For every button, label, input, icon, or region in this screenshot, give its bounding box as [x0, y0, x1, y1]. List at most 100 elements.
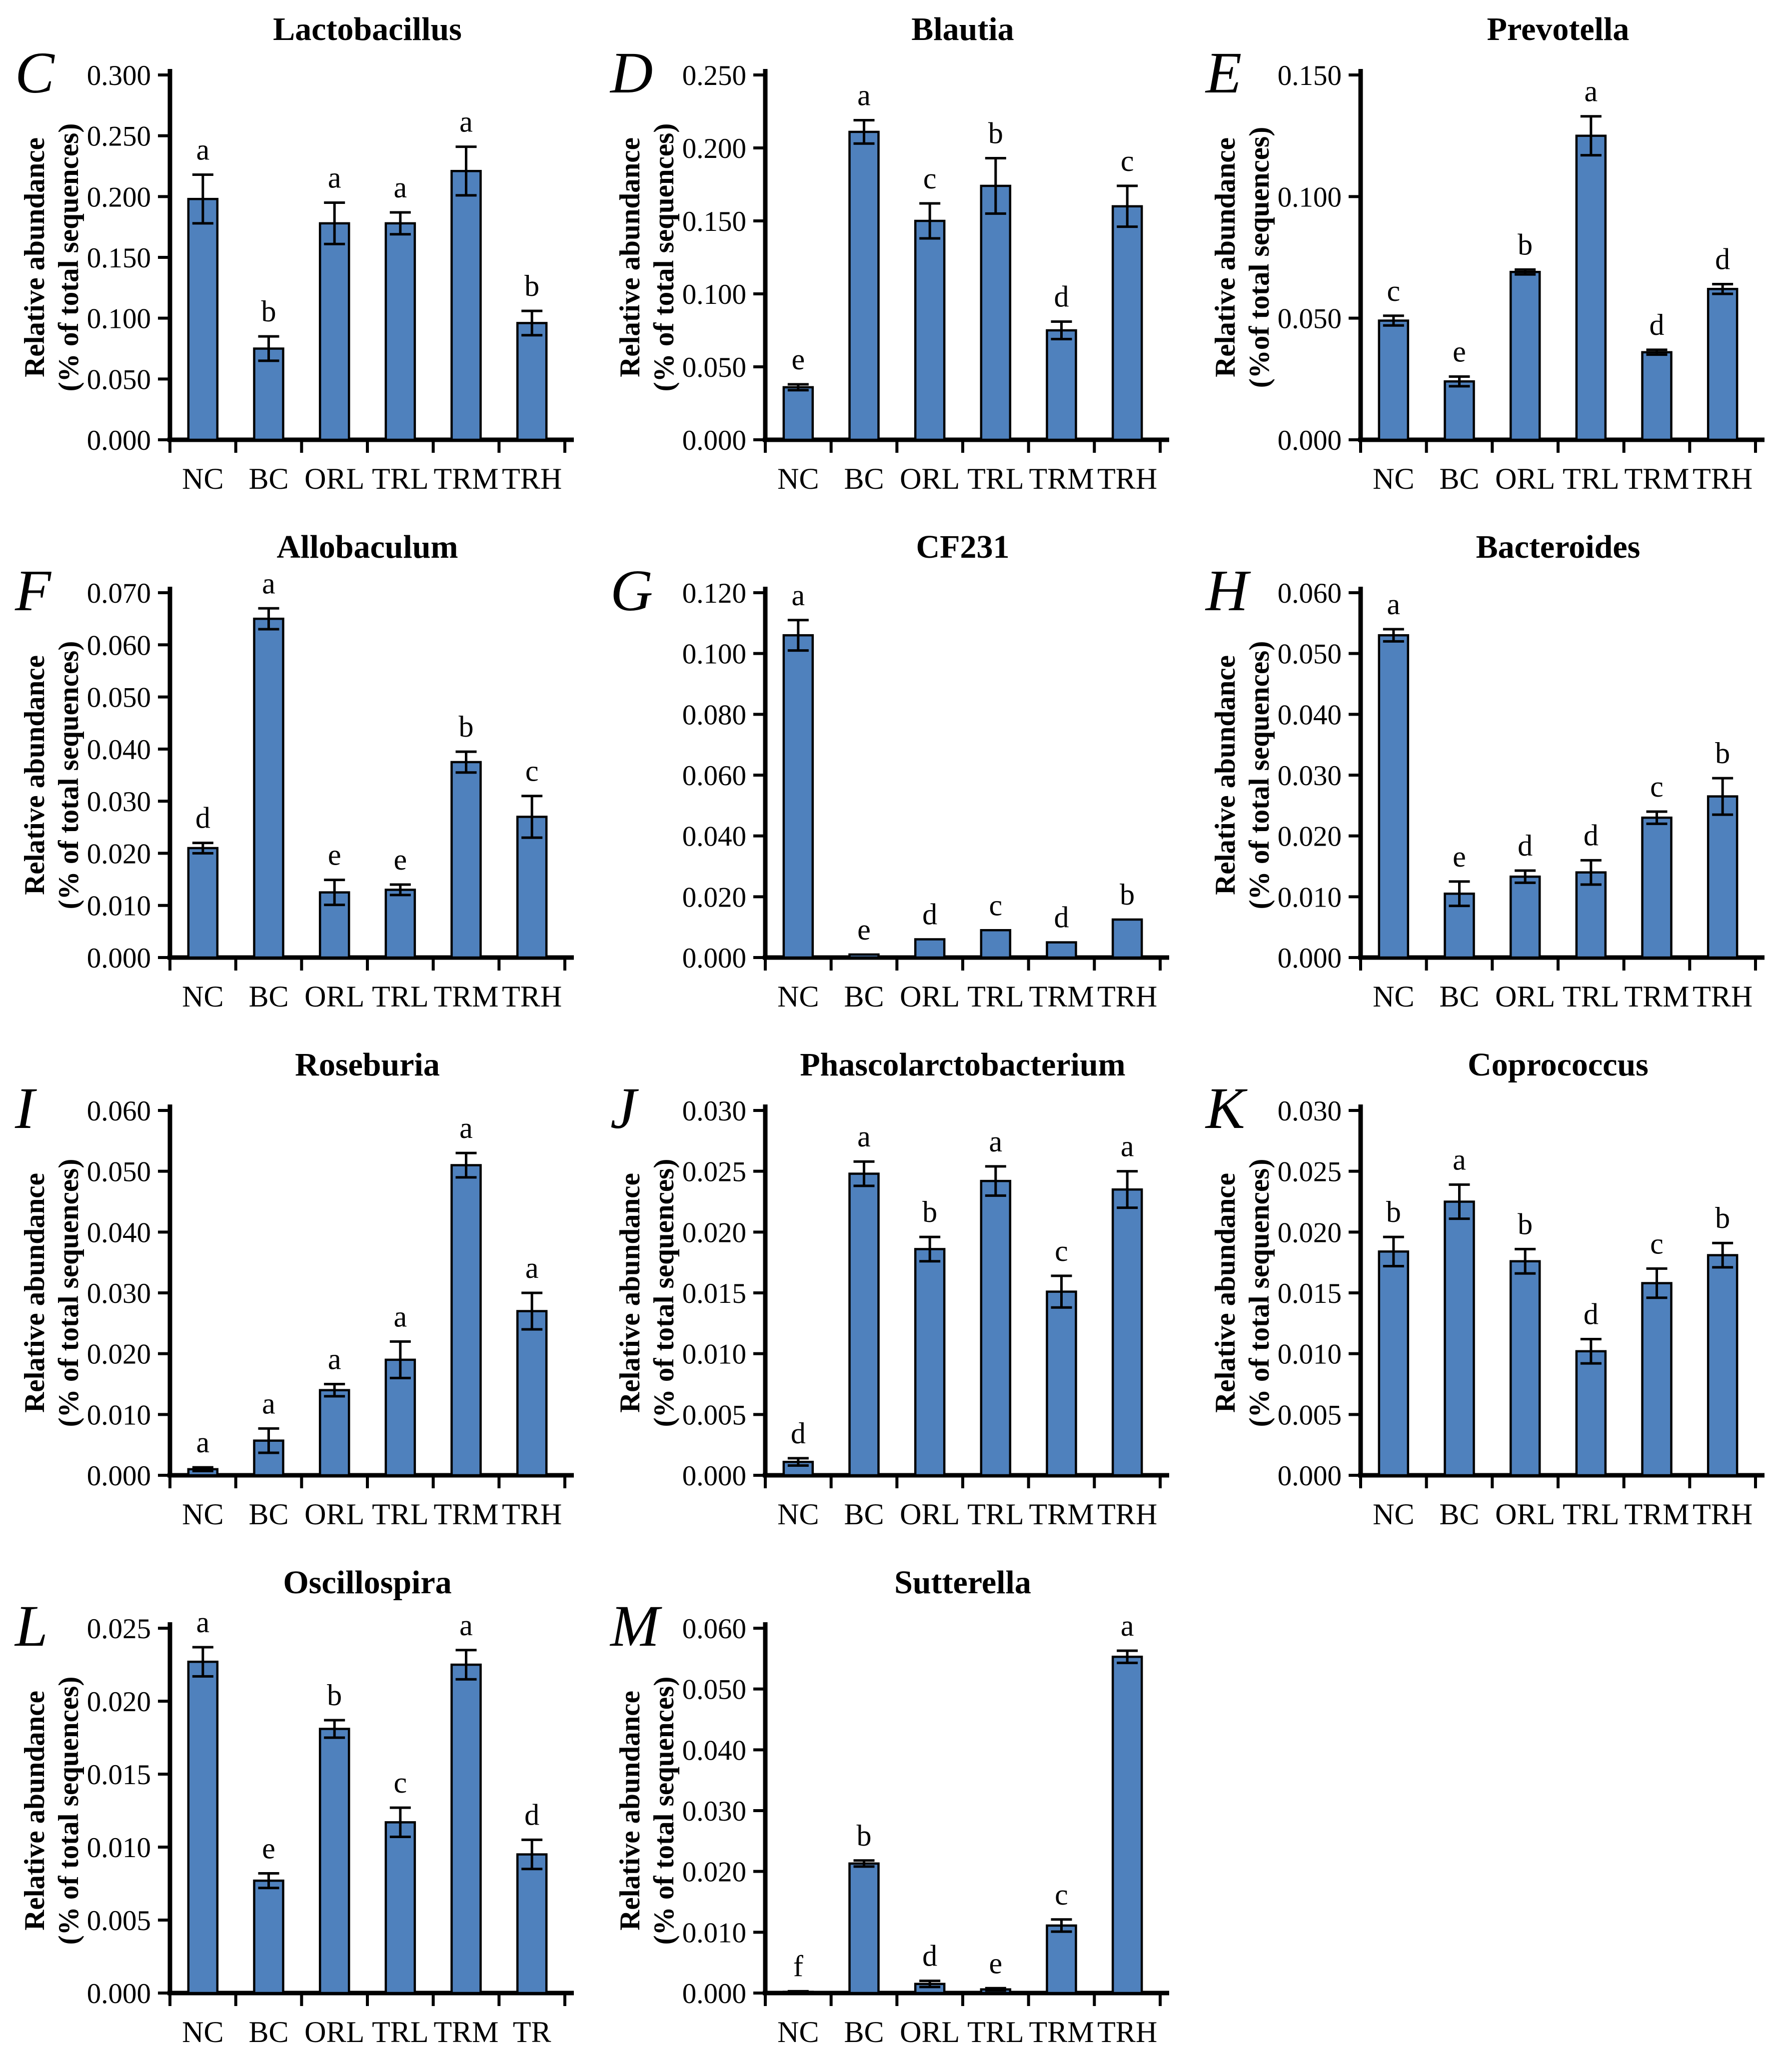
y-axis-label-line1: Relative abundance	[19, 137, 50, 377]
panel-L: L Oscillospira Relative abundance (% of tot…	[0, 1553, 595, 2071]
panel-F: F Allobaculum Relative abundance (% of tota…	[0, 518, 595, 1036]
sig-letter: b	[988, 116, 1003, 149]
y-axis-label-line1: Relative abundance	[19, 655, 50, 895]
bar-NC	[782, 1460, 814, 1477]
y-tick-label: 0.010	[87, 1832, 151, 1864]
bar-ORL	[318, 1728, 350, 1995]
x-category-label: TRH	[1693, 980, 1753, 1013]
bar-TRH	[1111, 1188, 1143, 1477]
y-tick-label: 0.010	[87, 891, 151, 922]
bar-TRM	[450, 761, 482, 959]
sig-letter: d	[195, 802, 210, 835]
sig-letter: a	[262, 567, 275, 600]
y-tick-label: 0.050	[682, 352, 746, 383]
x-category-label: ORL	[304, 1498, 364, 1531]
sig-letter: d	[1054, 280, 1069, 313]
y-tick-label: 0.040	[87, 734, 151, 766]
sig-letter: e	[262, 1832, 275, 1865]
panel-J: J Phascolarctobacterium Relative abundance…	[595, 1036, 1191, 1553]
bar-TRL	[384, 889, 416, 959]
panel-title: Prevotella	[1487, 11, 1630, 47]
x-category-label: TRL	[372, 980, 428, 1013]
x-category-label: NC	[1373, 462, 1414, 495]
y-axis-label-line1: Relative abundance	[19, 1173, 50, 1413]
panel-D: D Blautia Relative abundance (% of total se…	[595, 0, 1191, 518]
y-tick-label: 0.050	[87, 682, 151, 714]
panel-M: M Sutterella Relative abundance (% of total…	[595, 1553, 1191, 2071]
y-tick-label: 0.005	[682, 1399, 746, 1431]
panel-chart-D: D Blautia Relative abundance (% of total se…	[609, 11, 1169, 495]
panel-C: C Lactobacillus Relative abundance (% of to…	[0, 0, 595, 518]
x-category-label: NC	[182, 980, 223, 1013]
sig-letter: b	[1120, 878, 1135, 911]
panel-chart-G: G CF231 0.000 0.020 0.040 0.060 0.080 0.100 0.12…	[610, 529, 1169, 1013]
x-category-label: TRL	[967, 462, 1024, 495]
sig-letter: a	[328, 1343, 341, 1376]
y-tick-label: 0.060	[682, 760, 746, 792]
bar-BC	[253, 1879, 284, 1995]
x-category-label: ORL	[1495, 462, 1555, 495]
sig-letter: d	[524, 1798, 539, 1831]
sig-letter: b	[327, 1679, 342, 1712]
y-tick-label: 0.030	[1278, 760, 1342, 792]
bar-ORL	[318, 222, 350, 441]
y-tick-label: 0.000	[87, 425, 151, 456]
sig-letter: a	[792, 579, 805, 612]
x-category-label: ORL	[304, 2016, 364, 2049]
panel-chart-M: M Sutterella Relative abundance (% of total…	[609, 1564, 1169, 2049]
sig-letter: b	[1715, 737, 1730, 770]
bar-NC	[187, 847, 219, 959]
x-category-label: TRH	[1097, 980, 1157, 1013]
sig-letter: b	[459, 710, 474, 743]
panel-letter: J	[610, 1075, 639, 1141]
y-tick-label: 0.000	[1278, 425, 1342, 456]
bar-TRL	[1575, 871, 1607, 959]
sig-letter: c	[923, 162, 937, 195]
y-tick-label: 0.030	[1278, 1095, 1342, 1127]
panel-chart-I: I Roseburia Relative abundance (% of total …	[14, 1046, 574, 1531]
x-category-label: TRL	[372, 1498, 428, 1531]
bar-BC	[848, 1172, 880, 1477]
bar-BC	[848, 130, 880, 441]
sig-letter: c	[1650, 770, 1664, 803]
panel-chart-H: H Bacteroides Relative abundance (% of tota…	[1205, 529, 1765, 1013]
y-tick-label: 0.020	[1278, 1217, 1342, 1248]
sig-letter: c	[394, 1766, 407, 1799]
bar-BC	[1444, 1200, 1475, 1477]
x-category-label: TRM	[1624, 980, 1689, 1013]
x-category-label: TRH	[1693, 1498, 1753, 1531]
sig-letter: a	[857, 1120, 871, 1153]
y-axis-label-line1: Relative abundance	[614, 1173, 646, 1413]
y-tick-label: 0.040	[1278, 699, 1342, 731]
x-category-label: TRH	[1097, 462, 1157, 495]
bar-TRL	[1575, 134, 1607, 441]
y-axis-label-line1: Relative abundance	[19, 1691, 50, 1931]
sig-letter: a	[196, 1426, 210, 1459]
y-tick-label: 0.000	[87, 1978, 151, 2010]
y-tick-label: 0.000	[1278, 943, 1342, 974]
sig-letter: d	[1650, 308, 1665, 341]
x-category-label: NC	[777, 1498, 819, 1531]
sig-letter: d	[1054, 901, 1069, 934]
panel-letter: H	[1205, 558, 1251, 623]
y-tick-label: 0.030	[682, 1095, 746, 1127]
sig-letter: e	[328, 839, 341, 872]
y-tick-label: 0.050	[1278, 639, 1342, 670]
sig-letter: a	[196, 1606, 210, 1639]
y-tick-label: 0.300	[87, 60, 151, 91]
x-category-label: ORL	[304, 462, 364, 495]
y-tick-label: 0.070	[87, 578, 151, 609]
y-tick-label: 0.025	[1278, 1156, 1342, 1188]
bar-NC	[782, 634, 814, 959]
x-category-label: NC	[182, 2016, 223, 2049]
y-tick-label: 0.020	[682, 1217, 746, 1248]
bar-ORL	[914, 938, 946, 959]
bar-NC	[1378, 1250, 1410, 1477]
panel-G: G CF231 0.000 0.020 0.040 0.060 0.080 0.100 0.12…	[595, 518, 1191, 1036]
y-tick-label: 0.010	[682, 1339, 746, 1370]
sig-letter: a	[394, 1300, 407, 1333]
panel-letter: F	[14, 558, 52, 623]
x-category-label: BC	[1439, 1498, 1479, 1531]
y-tick-label: 0.060	[87, 1095, 151, 1127]
